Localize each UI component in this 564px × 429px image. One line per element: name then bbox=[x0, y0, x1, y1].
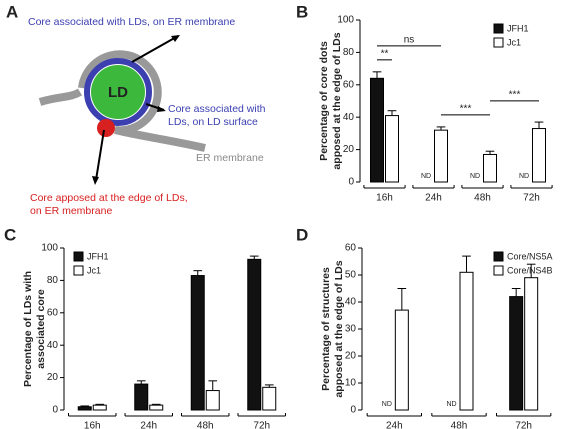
bar bbox=[149, 404, 164, 411]
bar bbox=[385, 115, 399, 183]
legend-label: JFH1 bbox=[507, 23, 529, 33]
panel-label: B bbox=[296, 2, 308, 21]
lipid-droplet bbox=[91, 65, 145, 119]
label: on ER membrane bbox=[30, 205, 112, 217]
x-tick-label: 48h bbox=[474, 193, 491, 204]
significance-label: ** bbox=[381, 48, 389, 59]
arrow bbox=[95, 129, 105, 181]
legend-label: Jc1 bbox=[87, 265, 101, 275]
bar bbox=[483, 153, 497, 183]
bar bbox=[394, 309, 409, 411]
panel-label: D bbox=[296, 225, 308, 244]
bar bbox=[434, 129, 448, 183]
legend-swatch bbox=[493, 23, 504, 34]
x-tick-label: 24h bbox=[425, 193, 442, 204]
x-tick-label: 16h bbox=[376, 193, 393, 204]
y-tick-label: 40 bbox=[345, 297, 357, 308]
y-axis-label: Percentage of structures bbox=[320, 267, 332, 391]
y-tick-label: 20 bbox=[345, 351, 357, 362]
y-tick-label: 50 bbox=[345, 270, 357, 281]
core-ring bbox=[84, 58, 152, 126]
label: Core associated with LDs, on ER membrane bbox=[28, 16, 235, 28]
bar bbox=[459, 271, 474, 411]
x-tick-label: 72h bbox=[253, 421, 270, 429]
x-tick-label: 48h bbox=[451, 421, 468, 429]
diagram: A LD Core associated with LDs, on ER mem… bbox=[6, 2, 266, 216]
value-label: ND bbox=[470, 173, 480, 180]
significance-label: *** bbox=[509, 90, 521, 101]
y-tick-label: 0 bbox=[350, 405, 356, 416]
er-membrane bbox=[78, 50, 206, 152]
core-dot bbox=[97, 119, 115, 137]
value-label: ND bbox=[519, 173, 529, 180]
y-axis-label: Percentage of core dots bbox=[318, 41, 330, 161]
y-tick-label: 10 bbox=[345, 378, 357, 389]
legend-swatch bbox=[73, 251, 84, 262]
value-label: ND bbox=[382, 401, 392, 408]
bar bbox=[205, 390, 220, 411]
legend-label: Jc1 bbox=[507, 37, 521, 47]
x-tick-label: 24h bbox=[140, 421, 157, 429]
y-tick-label: 20 bbox=[343, 144, 355, 155]
x-tick-label: 72h bbox=[515, 421, 532, 429]
x-tick-label: 24h bbox=[386, 421, 403, 429]
legend-swatch bbox=[493, 265, 504, 276]
y-tick-label: 30 bbox=[345, 324, 357, 335]
bar bbox=[92, 404, 107, 411]
label: Core apposed at the edge of LDs, bbox=[30, 192, 188, 204]
y-tick-label: 40 bbox=[47, 340, 59, 351]
bar bbox=[247, 258, 262, 411]
legend-swatch bbox=[73, 265, 84, 276]
er-membrane bbox=[38, 88, 83, 106]
legend-swatch bbox=[493, 37, 504, 48]
y-axis-label: associated core bbox=[35, 289, 47, 369]
y-axis-label: apposed at the edge of LDs bbox=[331, 32, 343, 169]
label: ER membrane bbox=[196, 152, 264, 164]
y-tick-label: 100 bbox=[337, 15, 354, 26]
x-tick-label: 72h bbox=[523, 193, 540, 204]
label: Core associated with bbox=[168, 103, 266, 115]
bar bbox=[524, 277, 539, 411]
legend-label: Core/NS5A bbox=[507, 251, 553, 261]
bar bbox=[262, 386, 277, 411]
legend-swatch bbox=[493, 251, 504, 262]
legend-label: JFH1 bbox=[87, 251, 109, 261]
y-tick-label: 0 bbox=[52, 405, 58, 416]
bar bbox=[190, 275, 205, 411]
bar bbox=[370, 77, 384, 183]
label: LDs, on LD surface bbox=[168, 116, 258, 128]
y-tick-label: 60 bbox=[343, 79, 355, 90]
y-axis-label: Percentage of LDs with bbox=[22, 271, 34, 387]
y-tick-label: 60 bbox=[345, 243, 357, 254]
x-tick-label: 16h bbox=[84, 421, 101, 429]
bar bbox=[134, 383, 149, 411]
y-axis-label: apposed at the edge of LDs bbox=[333, 260, 345, 397]
bar bbox=[509, 296, 524, 411]
significance-label: ns bbox=[404, 34, 415, 45]
x-tick-label: 48h bbox=[197, 421, 214, 429]
bar bbox=[532, 128, 546, 183]
ld-label: LD bbox=[108, 84, 128, 101]
y-tick-label: 100 bbox=[41, 243, 58, 254]
bar bbox=[77, 406, 92, 411]
y-tick-label: 20 bbox=[47, 372, 59, 383]
y-tick-label: 80 bbox=[47, 275, 59, 286]
panel-label: C bbox=[4, 225, 16, 244]
arrow-head bbox=[92, 176, 99, 185]
value-label: ND bbox=[421, 173, 431, 180]
y-tick-label: 40 bbox=[343, 112, 355, 123]
y-tick-label: 60 bbox=[47, 307, 59, 318]
arrow-head bbox=[157, 106, 166, 112]
value-label: ND bbox=[446, 401, 456, 408]
arrow-head bbox=[171, 35, 180, 42]
panel-label: A bbox=[6, 2, 18, 21]
y-tick-label: 0 bbox=[348, 177, 354, 188]
legend-label: Core/NS4B bbox=[507, 265, 553, 275]
y-tick-label: 80 bbox=[343, 47, 355, 58]
arrow bbox=[131, 35, 179, 63]
significance-label: *** bbox=[460, 104, 472, 115]
